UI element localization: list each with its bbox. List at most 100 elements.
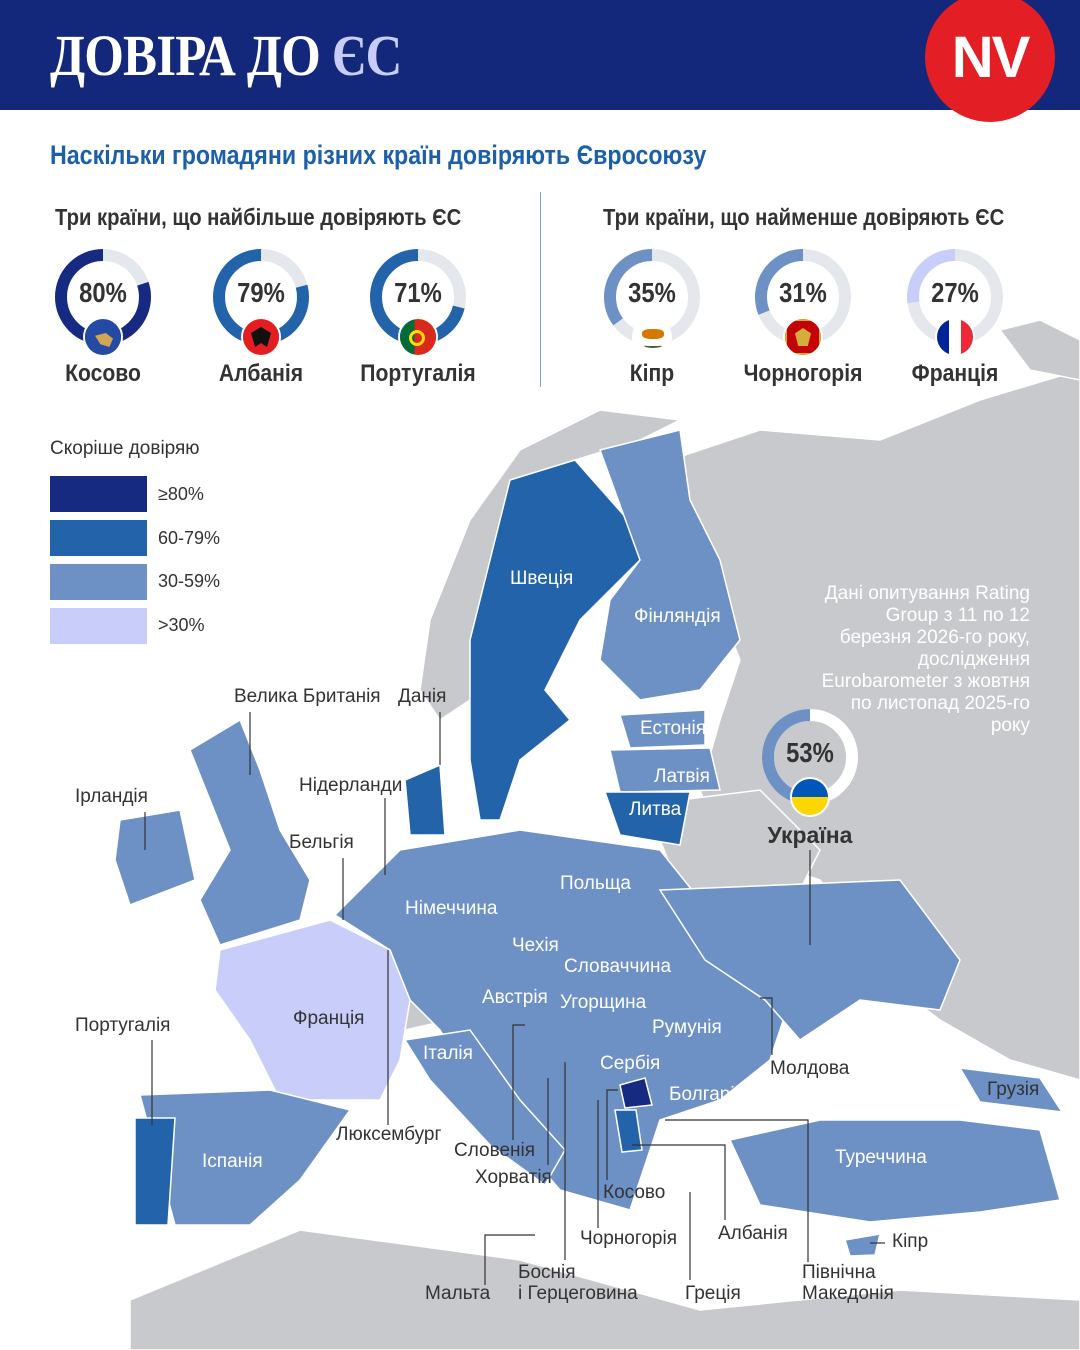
map-label: Кіпр: [892, 1231, 929, 1252]
map-label: Хорватія: [475, 1167, 552, 1188]
percent-value: 71%: [394, 277, 442, 308]
trust-donut: 80%: [53, 247, 153, 357]
uk: [189, 718, 311, 946]
map-label: Косово: [603, 1182, 666, 1203]
ireland: [114, 809, 196, 906]
legend-label: 60-79%: [158, 528, 221, 548]
ukraine: [658, 879, 961, 1041]
albania-flag: [241, 317, 281, 357]
leader-lines: [144, 712, 885, 1285]
map-label: Албанія: [718, 1223, 788, 1244]
country-name: Франція: [911, 360, 999, 387]
top-countries-heading: Три країни, що найбільше довіряють ЄС: [55, 204, 462, 230]
country-name: Кіпр: [629, 360, 675, 387]
central-europe: [333, 829, 791, 1211]
page-title: ДОВІРА ДО ЄС: [50, 23, 402, 88]
percent-value: 53%: [786, 737, 834, 768]
albania: [614, 1109, 643, 1153]
map-label: і Герцеговина: [518, 1283, 638, 1304]
latvia: [609, 747, 721, 793]
legend-swatch: [50, 608, 147, 644]
map-label: Данія: [398, 686, 447, 707]
percent-value: 27%: [931, 277, 979, 308]
map-label: Угорщина: [560, 992, 647, 1013]
percent-value: 79%: [237, 277, 285, 308]
map-label: Польща: [560, 873, 631, 894]
trust-donut: 31%: [753, 247, 853, 357]
map-label: Болгарія: [669, 1084, 745, 1105]
percent-value: 35%: [628, 277, 676, 308]
country-name: Португалія: [360, 360, 476, 387]
section-divider: [540, 192, 541, 387]
nv-logo: NV: [925, 0, 1055, 122]
map-label: Молдова: [770, 1058, 850, 1079]
finland: [599, 429, 741, 701]
map-label: Фінляндія: [634, 606, 721, 627]
map-label: Люксембург: [336, 1124, 442, 1145]
map-label: Австрія: [482, 987, 548, 1008]
georgia: [958, 1067, 1064, 1113]
map-label: Естонія: [640, 718, 707, 739]
map-label: Македонія: [802, 1283, 894, 1304]
italy: [403, 1029, 566, 1187]
map-label: Греція: [685, 1283, 741, 1304]
map-label: Велика Британія: [234, 686, 381, 707]
denmark: [404, 763, 446, 836]
map-label: Бельгія: [289, 832, 354, 853]
legend-title: Скоріше довіряю: [50, 438, 200, 459]
portugal-flag: [398, 317, 438, 357]
bottom-countries-heading: Три країни, що найменше довіряють ЄС: [603, 204, 1005, 230]
trust-donut: 53%: [760, 707, 860, 817]
map-label: Франція: [293, 1008, 365, 1029]
legend-label: 30-59%: [158, 571, 221, 591]
subtitle: Наскільки громадяни різних країн довіряю…: [50, 140, 707, 170]
map-label: Словаччина: [564, 956, 672, 977]
cyprus: [844, 1233, 881, 1257]
map-label: Словенія: [454, 1140, 536, 1161]
map-label: Німеччина: [405, 898, 498, 919]
lithuania: [603, 791, 691, 846]
percent-value: 31%: [779, 277, 827, 308]
legend-swatch: [50, 476, 147, 512]
donut-arc: [755, 249, 851, 345]
france: [214, 919, 411, 1101]
legend-swatch: [50, 564, 147, 600]
country-name: Косово: [65, 360, 141, 387]
source-note: Дані опитування Rating Group з 11 по 12 …: [821, 583, 1030, 736]
header-banner: ДОВІРА ДО ЄС: [0, 0, 1080, 110]
greenland-region: [998, 319, 1080, 381]
percent-value: 80%: [79, 277, 127, 308]
map-label: Сербія: [600, 1053, 661, 1074]
map-label: Туреччина: [835, 1147, 927, 1168]
trust-donut: 71%: [368, 247, 468, 357]
map-label: Португалія: [75, 1015, 171, 1036]
map-label: Італія: [423, 1043, 473, 1064]
map-label: Швеція: [510, 568, 574, 589]
montenegro-flag: [783, 317, 823, 357]
cyprus-flag: [632, 317, 672, 357]
map-label: Мальта: [425, 1283, 491, 1304]
map-label: Румунія: [652, 1017, 722, 1038]
map-label: Грузія: [987, 1079, 1040, 1100]
country-name: Албанія: [218, 360, 304, 387]
map-label: Нідерланди: [299, 775, 403, 796]
map-label: Іспанія: [202, 1151, 263, 1172]
country-name: Чорногорія: [743, 360, 863, 387]
portugal: [134, 1117, 176, 1226]
africa-region: [129, 1229, 1080, 1350]
map-label: Ірландія: [75, 786, 148, 807]
map-label: Чорногорія: [580, 1228, 678, 1249]
map-label: Північна: [802, 1262, 876, 1283]
france-flag: [935, 317, 975, 357]
spain: [139, 1089, 352, 1226]
turkey: [728, 1119, 1061, 1223]
kosovo-flag: [83, 317, 123, 357]
ukraine-label: Україна: [767, 822, 853, 848]
trust-donut: 35%: [602, 247, 702, 357]
ukraine-flag: [790, 777, 830, 817]
donut-arc: [907, 249, 1003, 345]
map-label: Литва: [629, 799, 682, 820]
trust-donut: 79%: [211, 247, 311, 357]
trust-donut: 27%: [905, 247, 1005, 357]
legend-swatch: [50, 520, 147, 556]
